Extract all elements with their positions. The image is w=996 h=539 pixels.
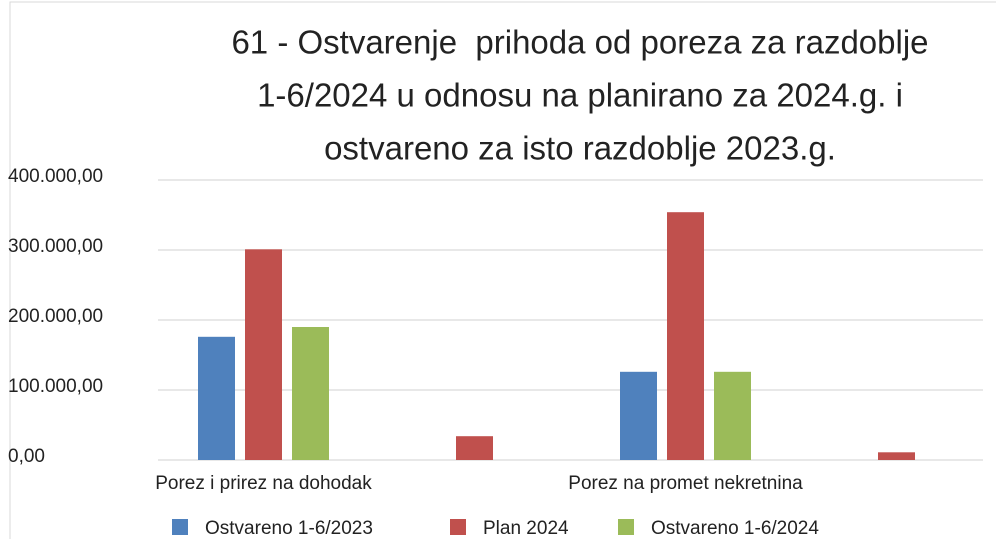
chart-border	[9, 1, 996, 539]
y-tick-label: 300.000,00	[8, 236, 103, 257]
bar	[198, 336, 235, 460]
bar	[292, 327, 329, 460]
bar	[878, 452, 915, 460]
y-tick-label: 200.000,00	[8, 306, 103, 327]
legend-swatch	[450, 519, 466, 535]
x-tick-label: Porez na promet nekretnina	[568, 473, 803, 494]
bar	[245, 249, 282, 460]
y-tick-label: 400.000,00	[8, 166, 103, 187]
x-tick-label: Porez i prirez na dohodak	[155, 473, 372, 494]
legend-label: Ostvareno 1-6/2024	[651, 518, 819, 539]
y-tick-label: 0,00	[8, 446, 45, 467]
chart-title: ostvareno za isto razdoblje 2023.g.	[324, 130, 836, 167]
bar	[667, 212, 704, 460]
legend-swatch	[172, 519, 188, 535]
bar	[456, 436, 493, 460]
chart-title: 1-6/2024 u odnosu na planirano za 2024.g…	[257, 77, 903, 114]
bar	[620, 371, 657, 460]
chart-title: 61 - Ostvarenje prihoda od poreza za raz…	[231, 24, 928, 61]
legend-swatch	[618, 519, 634, 535]
legend-label: Plan 2024	[483, 518, 569, 539]
legend-label: Ostvareno 1-6/2023	[205, 518, 373, 539]
bar	[714, 371, 751, 460]
y-tick-label: 100.000,00	[8, 376, 103, 397]
